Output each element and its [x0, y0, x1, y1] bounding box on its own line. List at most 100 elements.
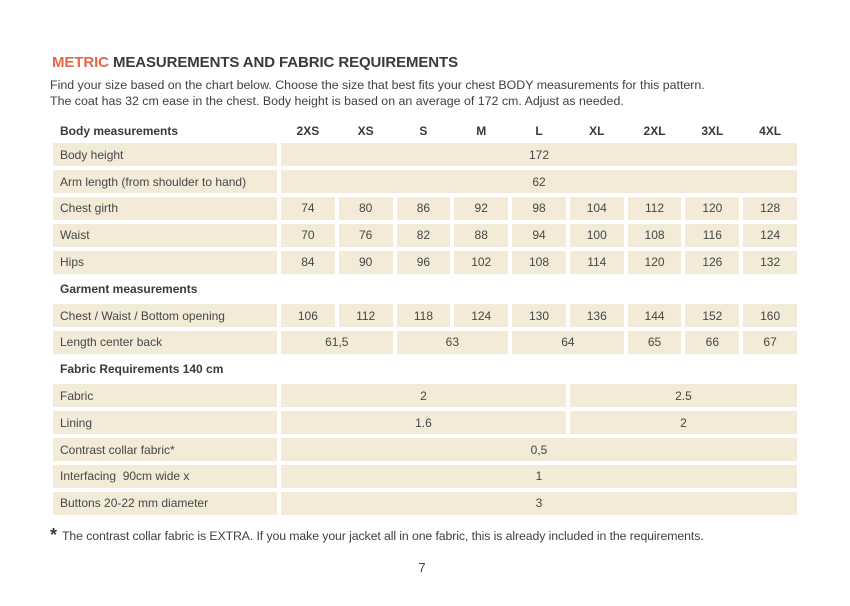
value-cell: 90: [338, 250, 393, 274]
value-cell: 66: [685, 330, 740, 354]
value-cell: 2: [281, 384, 566, 408]
row-label: Fabric Requirements 140 cm: [60, 362, 224, 377]
value-cell: 3: [281, 491, 797, 515]
size-header-cell: S: [419, 123, 428, 138]
value-cell: 92: [454, 196, 509, 220]
intro-line-1: Find your size based on the chart below.…: [50, 78, 705, 92]
value-cell: 112: [338, 304, 393, 328]
value-cell: 80: [338, 196, 393, 220]
value-cell: 124: [743, 223, 797, 247]
value-cell: 102: [454, 250, 509, 274]
table-row: Chest / Waist / Bottom opening 106 112 118 1…: [53, 304, 797, 328]
value-cell: 124: [454, 304, 509, 328]
size-header-cell: L: [535, 123, 543, 138]
size-header-cell: 2XL: [643, 123, 666, 138]
table-row: Contrast collar fabric* 0,5: [53, 438, 797, 462]
value-cell: 74: [281, 196, 335, 220]
value-cell: 160: [743, 304, 797, 328]
footnote-text: The contrast collar fabric is EXTRA. If …: [62, 528, 704, 543]
value-cell: 1.6: [281, 411, 566, 435]
table-row: Buttons 20-22 mm diameter 3: [53, 491, 797, 515]
row-label: Interfacing 90cm wide x: [53, 464, 277, 488]
table-row: Arm length (from shoulder to hand) 62: [53, 170, 797, 194]
size-header-cell: M: [476, 123, 487, 138]
row-label: Body height: [53, 143, 277, 167]
value-cell: 118: [396, 304, 451, 328]
row-label: Lining: [53, 411, 277, 435]
table-row: Body height 172: [53, 143, 797, 167]
value-cell: 96: [396, 250, 451, 274]
value-cell: 0,5: [281, 438, 797, 462]
row-label: Buttons 20-22 mm diameter: [53, 491, 277, 515]
value-cell: 82: [396, 223, 451, 247]
section-header-row: Fabric Requirements 140 cm: [53, 358, 797, 381]
value-cell: 112: [627, 196, 682, 220]
section-header-row: Garment measurements: [53, 277, 797, 300]
table-row: Waist 70 76 82 88 94 100 108 116 124: [53, 223, 797, 247]
row-label: Chest girth: [53, 196, 277, 220]
row-label: Body measurements: [60, 123, 179, 138]
row-label: Hips: [53, 250, 277, 274]
value-cell: 2.5: [569, 384, 797, 408]
value-cell: 108: [627, 223, 682, 247]
row-label: Length center back: [53, 330, 277, 354]
value-cell: 152: [685, 304, 740, 328]
value-cell: 132: [743, 250, 797, 274]
value-cell: 130: [512, 304, 566, 328]
row-label: Fabric: [53, 384, 277, 408]
page-title-rest: MEASUREMENTS AND FABRIC REQUIREMENTS: [108, 54, 458, 71]
value-cell: 136: [569, 304, 624, 328]
value-cell: 116: [685, 223, 740, 247]
value-cell: 120: [627, 250, 682, 274]
table-row: Chest girth 74 80 86 92 98 104 112 120 128: [53, 196, 797, 220]
measurements-table: Body measurements 2XS XS S M L XL 2XL 3XL 4XL Body…: [53, 121, 797, 515]
value-cell: 144: [627, 304, 682, 328]
value-cell: 65: [627, 330, 682, 354]
size-header-cell: 4XL: [759, 123, 782, 138]
row-label: Arm length (from shoulder to hand): [53, 170, 277, 194]
size-header-row: Body measurements 2XS XS S M L XL 2XL 3XL 4XL: [53, 121, 797, 141]
page-number: 7: [418, 559, 426, 575]
value-cell: 126: [685, 250, 740, 274]
table-row: Fabric 2 2.5: [53, 384, 797, 408]
page-title-accent: METRIC: [52, 54, 109, 71]
size-header-cell: 3XL: [701, 123, 724, 138]
value-cell: 67: [743, 330, 797, 354]
value-cell: 128: [743, 196, 797, 220]
page-content: METRIC MEASUREMENTS AND FABRIC REQUIREME…: [50, 54, 798, 575]
value-cell: 108: [512, 250, 566, 274]
value-cell: 86: [396, 196, 451, 220]
size-header-cell: XS: [357, 123, 374, 138]
value-cell: 98: [512, 196, 566, 220]
value-cell: 63: [396, 330, 509, 354]
value-cell: 106: [281, 304, 335, 328]
value-cell: 61,5: [281, 330, 393, 354]
value-cell: 104: [569, 196, 624, 220]
value-cell: 76: [338, 223, 393, 247]
value-cell: 1: [281, 464, 797, 488]
row-label: Chest / Waist / Bottom opening: [53, 304, 277, 328]
row-label: Contrast collar fabric*: [53, 438, 277, 462]
intro-paragraph: Find your size based on the chart below.…: [50, 77, 798, 110]
table-row: Length center back 61,5 63 64 65 66 67: [53, 330, 797, 354]
value-cell: 62: [281, 170, 797, 194]
row-label: Waist: [53, 223, 277, 247]
value-cell: 114: [569, 250, 624, 274]
value-cell: 172: [281, 143, 797, 167]
value-cell: 120: [685, 196, 740, 220]
size-header-cell: 2XS: [296, 123, 320, 138]
value-cell: 100: [569, 223, 624, 247]
asterisk-marker: *: [50, 524, 58, 545]
size-header-cell: XL: [589, 123, 605, 138]
value-cell: 88: [454, 223, 509, 247]
page-title: METRIC MEASUREMENTS AND FABRIC REQUIREME…: [52, 54, 798, 71]
value-cell: 64: [512, 330, 624, 354]
value-cell: 84: [281, 250, 335, 274]
value-cell: 2: [569, 411, 797, 435]
value-cell: 70: [281, 223, 335, 247]
intro-line-2: The coat has 32 cm ease in the chest. Bo…: [50, 94, 624, 109]
row-label: Garment measurements: [60, 281, 198, 296]
table-row: Lining 1.6 2: [53, 411, 797, 435]
table-row: Hips 84 90 96 102 108 114 120 126 132: [53, 250, 797, 274]
